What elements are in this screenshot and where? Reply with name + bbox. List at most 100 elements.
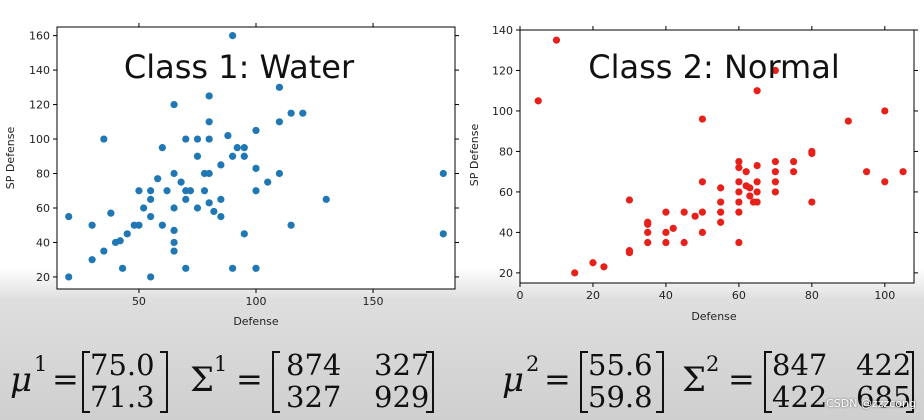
data-point [158, 221, 166, 229]
data-point [193, 204, 202, 212]
data-point [182, 264, 190, 272]
data-point [240, 230, 248, 238]
data-point [735, 178, 743, 186]
data-point [322, 195, 330, 203]
right-bracket [160, 351, 168, 413]
data-point [107, 209, 115, 217]
data-point [147, 195, 155, 203]
sigma-symbol: Σ [190, 360, 215, 400]
data-point [753, 162, 761, 170]
data-point [862, 168, 871, 176]
data-point [735, 238, 743, 247]
data-point [669, 224, 677, 232]
data-point [252, 126, 260, 135]
data-point [439, 169, 447, 178]
sigma-value: 929 [374, 380, 430, 414]
data-point [899, 168, 907, 176]
chart-title: Class 2: Normal [588, 48, 839, 86]
data-point [534, 97, 542, 105]
data-point [571, 269, 579, 277]
data-point [735, 164, 743, 172]
data-point [240, 144, 248, 152]
data-point [771, 168, 779, 176]
data-point [881, 107, 889, 115]
data-point [753, 87, 761, 95]
x-tick-label: 40 [659, 289, 673, 302]
data-point [552, 36, 561, 44]
sigma-value: 874 [286, 348, 342, 382]
data-point [224, 131, 232, 140]
data-point [228, 152, 237, 160]
data-point [644, 238, 652, 247]
data-point [116, 237, 124, 245]
data-point [742, 168, 750, 176]
left-bracket [764, 351, 772, 413]
data-point [147, 213, 155, 221]
data-point [698, 178, 707, 186]
formula-class2: μ 2 = 55.6 59.8 Σ 2 = 847 422 422 685 [500, 348, 924, 414]
watermark: CSDN @zzzcong [826, 397, 916, 410]
data-point [147, 273, 155, 281]
data-point [118, 264, 127, 272]
x-tick-label: 150 [363, 295, 384, 308]
data-point [123, 230, 131, 238]
mu-symbol: μ [502, 360, 525, 400]
data-point [163, 187, 171, 195]
data-point [771, 188, 779, 196]
sigma-value: 685 [856, 380, 912, 414]
data-point [698, 115, 707, 123]
sigma-value: 422 [856, 348, 912, 382]
data-point [808, 198, 816, 206]
data-point [287, 109, 295, 117]
data-point [182, 135, 190, 143]
data-point [808, 149, 816, 158]
data-point [771, 178, 779, 186]
left-bracket [580, 351, 588, 413]
data-point [252, 187, 260, 195]
data-point [158, 144, 166, 152]
points [534, 36, 907, 277]
scatter-chart-water: 20 40 60 80 100 120 140 160 50 100 150 Class 1: W… [4, 23, 459, 328]
points [65, 32, 447, 281]
mu-superscript: 1 [34, 352, 48, 376]
equals-sign: = [236, 360, 263, 398]
sigma-value: 327 [374, 348, 430, 382]
data-point [205, 92, 213, 100]
y-tick-label: 60 [36, 202, 50, 215]
data-point [193, 135, 202, 143]
data-point [790, 157, 798, 166]
data-point [299, 109, 307, 117]
mu-superscript: 2 [526, 352, 540, 376]
y-axis-label: SP Defense [4, 127, 17, 190]
y-tick-label: 60 [499, 186, 513, 199]
data-point [275, 83, 284, 91]
data-point [680, 238, 688, 247]
x-ticks: 0 20 40 60 80 100 [517, 26, 895, 302]
data-point [170, 204, 178, 212]
data-point [644, 228, 652, 236]
data-point [135, 221, 143, 229]
data-point [205, 135, 213, 143]
data-point [600, 263, 608, 271]
data-point [170, 238, 178, 247]
data-point [228, 264, 237, 272]
plot-area [519, 29, 915, 284]
y-tick-label: 140 [29, 64, 50, 77]
data-point [186, 187, 195, 195]
data-point [717, 218, 725, 226]
sigma-superscript: 2 [706, 352, 720, 376]
data-point [691, 212, 699, 220]
y-tick-label: 40 [36, 236, 50, 249]
data-point [662, 238, 670, 247]
data-point [88, 221, 96, 229]
data-point [680, 208, 688, 216]
data-point [170, 169, 178, 178]
data-point [170, 247, 178, 255]
y-tick-label: 40 [499, 226, 513, 239]
equals-sign: = [544, 360, 571, 398]
x-tick-label: 80 [805, 289, 819, 302]
data-point [746, 184, 754, 192]
data-point [65, 273, 73, 281]
data-point [735, 188, 743, 196]
x-ticks: 50 100 150 [132, 23, 384, 308]
